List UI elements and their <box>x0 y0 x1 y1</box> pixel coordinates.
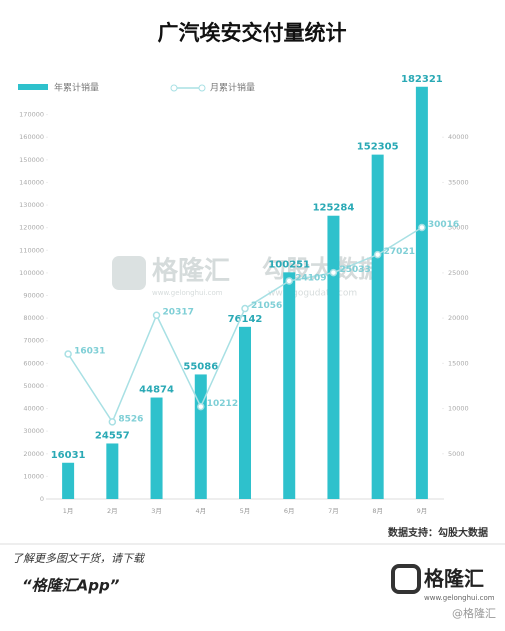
x-tick-label: 5月 <box>240 507 251 515</box>
footer-line2: “格隆汇App” <box>22 577 120 595</box>
line-value-label: 30016 <box>428 220 459 230</box>
y-tick-label: 70000 <box>23 337 44 345</box>
y2-tick-label: 40000 <box>448 133 469 141</box>
line-marker <box>329 268 338 277</box>
footer-logo: 格隆汇 <box>424 567 484 591</box>
bar <box>194 374 207 499</box>
bar-value-label: 24557 <box>95 430 130 441</box>
y-tick-label: 150000 <box>19 156 44 164</box>
bar-value-label: 152305 <box>357 142 399 153</box>
watermark-logo <box>112 256 146 290</box>
line-marker <box>197 402 205 411</box>
bar-value-label: 182321 <box>401 74 443 85</box>
watermark-url: www.gelonghui.com <box>152 289 223 297</box>
x-tick-label: 9月 <box>417 507 428 515</box>
watermark: 格隆汇 www.gelonghui.com 勾股大数据 www.gogudata… <box>112 255 382 299</box>
line-marker <box>152 311 161 319</box>
legend-swatch <box>198 84 206 92</box>
y-tick-label: 130000 <box>19 201 44 209</box>
y-tick-label: 10000 <box>23 472 44 480</box>
bar <box>239 326 251 499</box>
watermark-partner: 勾股大数据 <box>262 255 382 283</box>
y-tick-label: 60000 <box>23 359 44 367</box>
watermark-partner-url: www.gogudata.com <box>268 289 357 299</box>
y-tick-label: 120000 <box>19 224 44 232</box>
y-tick-label: 0 <box>40 495 44 503</box>
y-tick-label: 50000 <box>23 382 44 390</box>
corner-mark: @格隆汇 <box>452 606 496 620</box>
chart-title: 广汽埃安交付量统计 <box>158 21 347 45</box>
watermark-brand: 格隆汇 <box>152 256 230 287</box>
x-tick-label: 3月 <box>151 507 162 515</box>
line-marker <box>418 223 426 232</box>
bar-value-label: 125284 <box>313 203 355 214</box>
bar <box>371 154 384 500</box>
footer-logo-icon <box>391 564 421 594</box>
bar <box>62 462 75 499</box>
bar-value-label: 55086 <box>183 361 218 372</box>
source: 数据支持：勾股大数据 <box>388 526 488 539</box>
line-value-label: 16031 <box>74 347 105 357</box>
footer-logo-url: www.gelonghui.com <box>424 594 495 602</box>
bar <box>106 443 119 499</box>
line-value-label: 10212 <box>207 399 238 409</box>
line-value-label: 20317 <box>163 308 194 318</box>
legend-label: 年累计销量 <box>54 82 99 94</box>
legend-swatch <box>170 84 178 92</box>
line-marker <box>108 418 117 426</box>
y-tick-label: 90000 <box>23 292 44 300</box>
y-tick-label: 170000 <box>19 111 44 119</box>
bar <box>415 86 428 500</box>
x-tick-label: 1月 <box>63 507 74 515</box>
y2-tick-label: 15000 <box>448 359 469 367</box>
line-marker <box>64 350 72 358</box>
line-marker <box>285 277 293 285</box>
bar-value-label: 100251 <box>268 259 310 270</box>
line-value-label: 25033 <box>339 265 370 275</box>
bar-value-label: 16031 <box>51 450 86 461</box>
y-tick-label: 80000 <box>23 314 44 322</box>
bar <box>150 397 163 499</box>
x-tick-label: 2月 <box>107 507 118 515</box>
y2-tick-label: 10000 <box>448 405 469 413</box>
y-tick-label: 30000 <box>23 427 44 435</box>
x-tick-label: 8月 <box>372 507 383 515</box>
y-tick-label: 160000 <box>19 133 44 141</box>
y-tick-label: 110000 <box>19 246 44 254</box>
line-value-label: 24109 <box>295 273 326 283</box>
legend-swatch <box>18 84 48 90</box>
bar-value-label: 44874 <box>139 385 174 396</box>
y2-tick-label: 30000 <box>448 224 469 232</box>
legend-label: 月累计销量 <box>210 82 255 94</box>
bar <box>327 215 340 500</box>
line-value-label: 21056 <box>251 301 282 311</box>
x-tick-label: 6月 <box>284 507 295 515</box>
y-tick-label: 100000 <box>19 269 44 277</box>
x-tick-label: 7月 <box>328 507 339 515</box>
y2-tick-label: 35000 <box>448 178 469 186</box>
bar <box>283 272 296 499</box>
bar-value-label: 76142 <box>228 314 263 325</box>
y2-tick-label: 25000 <box>448 269 469 277</box>
y-tick-label: 20000 <box>23 450 44 458</box>
line-marker <box>373 250 382 259</box>
footer-line1: 了解更多图文干货，请下载 <box>12 552 146 565</box>
x-tick-label: 4月 <box>195 507 206 515</box>
y2-tick-label: 20000 <box>448 314 469 322</box>
y2-tick-label: 5000 <box>448 450 465 458</box>
line-marker <box>241 304 249 313</box>
line-value-label: 8526 <box>118 414 143 424</box>
y-tick-label: 40000 <box>23 405 44 413</box>
y-tick-label: 140000 <box>19 178 44 186</box>
line-value-label: 27021 <box>384 247 415 257</box>
